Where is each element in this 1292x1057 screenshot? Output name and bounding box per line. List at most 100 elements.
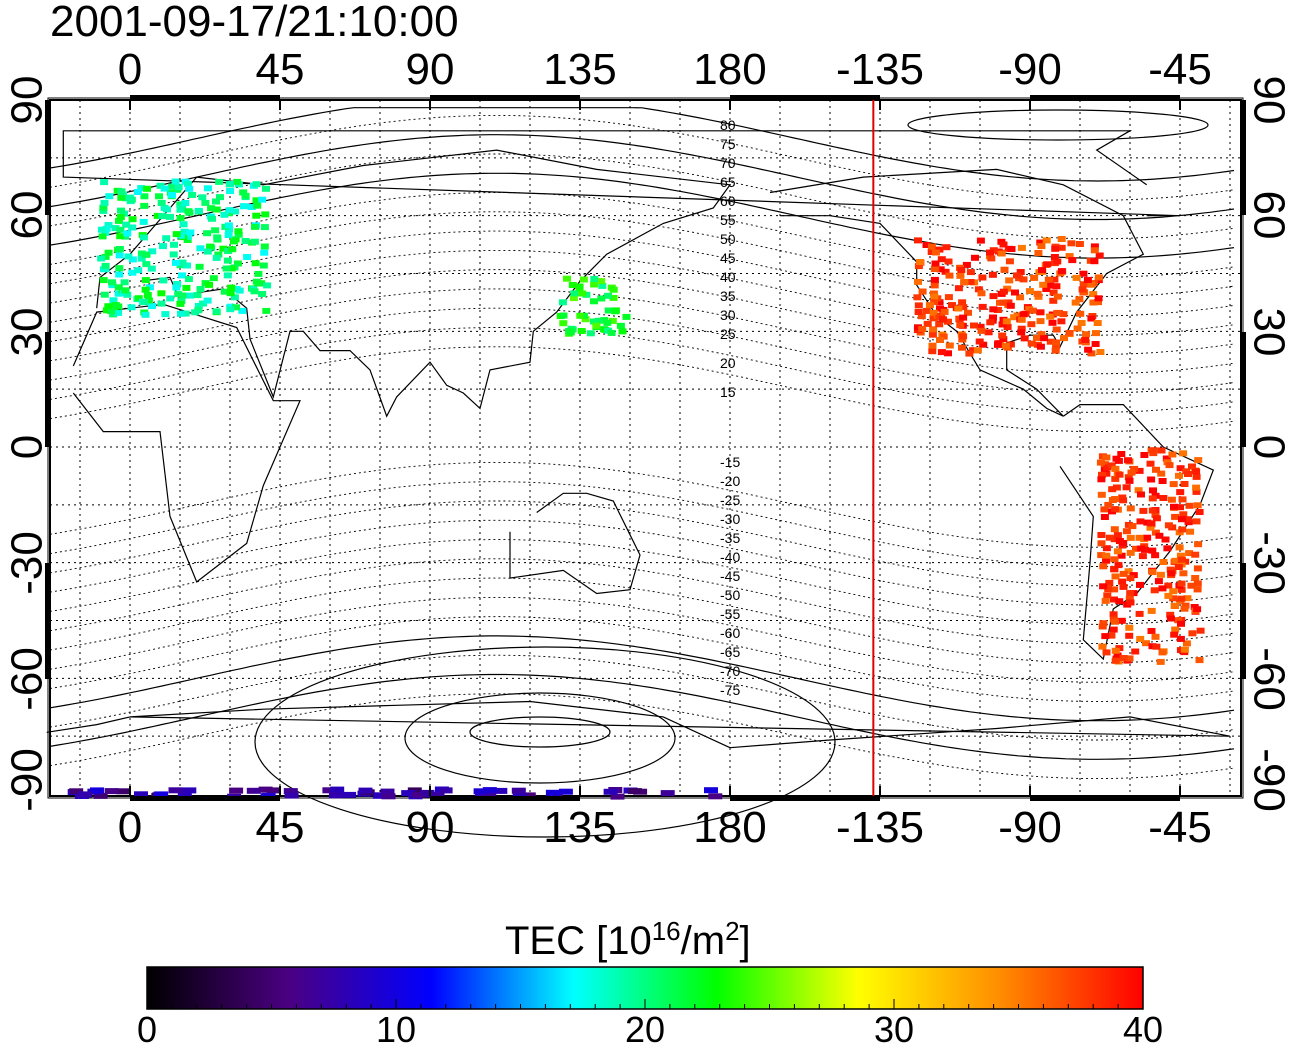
tec-point xyxy=(1110,556,1119,563)
tec-point xyxy=(1164,582,1173,589)
tec-point xyxy=(1113,548,1122,555)
tec-point xyxy=(1152,515,1161,522)
tec-point xyxy=(214,251,223,258)
tec-point xyxy=(260,224,269,231)
tec-point xyxy=(1170,602,1179,609)
tec-point xyxy=(1101,633,1110,640)
tec-point xyxy=(1137,491,1145,498)
tec-point xyxy=(1051,245,1060,252)
tec-point xyxy=(1099,583,1108,590)
tec-point xyxy=(957,267,966,273)
tec-point xyxy=(121,233,130,240)
tec-point xyxy=(183,233,192,240)
tec-point xyxy=(380,788,395,795)
tec-point xyxy=(143,292,152,298)
tec-point xyxy=(1075,296,1084,303)
tec-point xyxy=(1192,488,1201,495)
tec-point xyxy=(102,225,111,232)
tec-point xyxy=(258,196,267,203)
tec-point xyxy=(225,207,234,214)
tec-point xyxy=(1162,455,1171,462)
tec-point xyxy=(1117,617,1126,624)
tec-point xyxy=(1102,545,1111,552)
tec-point xyxy=(168,192,176,198)
y-tick-label-right: -60 xyxy=(1244,647,1292,711)
tec-point xyxy=(1177,556,1186,563)
tec-point xyxy=(1118,578,1127,585)
tec-point xyxy=(977,327,986,334)
tec-point xyxy=(1127,469,1136,476)
tec-point xyxy=(1187,582,1196,589)
tec-point xyxy=(1143,534,1152,541)
tec-point xyxy=(1113,652,1122,659)
tec-point xyxy=(142,251,150,258)
tec-point xyxy=(104,788,119,795)
tec-point xyxy=(1111,647,1120,654)
tec-point xyxy=(590,298,598,305)
y-tick-label-right: -90 xyxy=(1244,748,1292,812)
tec-point xyxy=(1170,503,1178,510)
contour-label: 70 xyxy=(720,155,736,171)
tec-point xyxy=(250,238,259,245)
tec-point xyxy=(1130,465,1139,472)
tec-point xyxy=(438,787,453,794)
tec-point xyxy=(141,311,150,318)
tec-point xyxy=(1192,484,1201,491)
tec-point xyxy=(1136,635,1145,642)
tec-point xyxy=(227,284,236,291)
tec-point xyxy=(127,304,136,311)
magnetic-contour xyxy=(49,558,1235,645)
tec-point xyxy=(1060,335,1068,342)
tec-point xyxy=(1113,532,1122,539)
tec-point xyxy=(1081,337,1090,343)
tec-point xyxy=(105,193,114,200)
tec-point xyxy=(1052,342,1061,349)
tec-point xyxy=(708,793,723,800)
tec-point xyxy=(1139,507,1148,514)
tec-point xyxy=(1135,534,1144,541)
tec-point xyxy=(1151,633,1160,640)
contour-label: -35 xyxy=(720,530,740,546)
tec-point xyxy=(931,266,940,272)
tec-point xyxy=(125,194,134,201)
colorbar-title: TEC [1016/m2] xyxy=(505,907,751,965)
tec-point xyxy=(1105,534,1114,541)
tec-point xyxy=(219,245,228,252)
tec-point xyxy=(1142,640,1150,647)
tec-point xyxy=(1193,580,1202,587)
tec-point xyxy=(1195,657,1204,664)
tec-point xyxy=(250,288,259,295)
map-title: 2001-09-17/21:10:00 xyxy=(50,0,459,46)
tec-point xyxy=(978,303,987,310)
colorbar-tick-label: 30 xyxy=(873,1009,915,1050)
tec-point xyxy=(1171,626,1180,633)
tec-point xyxy=(1147,476,1156,483)
tec-point xyxy=(1007,246,1016,252)
frame-bar xyxy=(730,796,880,801)
tec-point xyxy=(186,229,195,236)
tec-point xyxy=(942,244,951,251)
tec-point xyxy=(1178,516,1186,523)
tec-point xyxy=(958,299,967,306)
tec-point xyxy=(609,294,618,301)
colorbar-tick-label: 40 xyxy=(1122,1009,1164,1050)
tec-point xyxy=(493,787,508,794)
colorbar-tick-label: 20 xyxy=(624,1009,666,1050)
coastline xyxy=(46,716,131,733)
tec-point xyxy=(1179,450,1188,457)
tec-point xyxy=(168,787,183,794)
tec-point xyxy=(1102,649,1111,656)
tec-point xyxy=(927,249,936,255)
tec-point xyxy=(1101,597,1110,604)
tec-point xyxy=(566,329,575,336)
tec-point xyxy=(1115,471,1124,478)
tec-point xyxy=(1193,565,1202,572)
tec-point xyxy=(99,207,108,214)
tec-point xyxy=(914,309,923,315)
tec-point xyxy=(581,316,590,323)
tec-point xyxy=(173,281,182,287)
tec-point xyxy=(224,248,233,254)
tec-point xyxy=(262,185,270,192)
tec-point xyxy=(1147,520,1156,527)
tec-point xyxy=(1005,258,1014,265)
